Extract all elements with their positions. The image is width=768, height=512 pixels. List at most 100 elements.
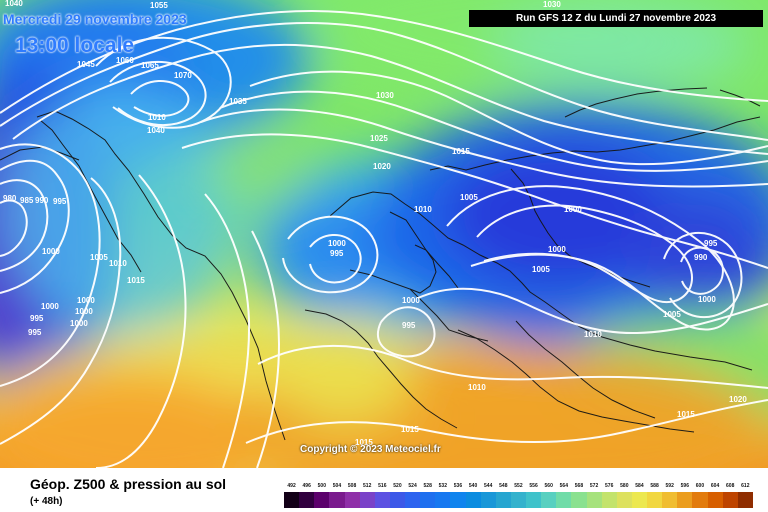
pressure-label: 1000: [698, 295, 716, 304]
scale-label: 580: [620, 483, 629, 489]
pressure-label: 995: [402, 321, 416, 330]
pressure-label: 995: [30, 314, 44, 323]
scale-swatch: [526, 492, 542, 508]
pressure-label: 1015: [127, 276, 145, 285]
scale-label: 500: [317, 483, 326, 489]
scale-label: 612: [741, 483, 750, 489]
pressure-label: 1025: [370, 134, 388, 143]
scale-swatch: [405, 492, 421, 508]
scale-swatch: [556, 492, 572, 508]
pressure-label: 1010: [414, 205, 432, 214]
scale-swatch: [631, 492, 647, 508]
pressure-label: 1005: [532, 265, 550, 274]
pressure-label: 1015: [452, 147, 470, 156]
pressure-label: 1000: [564, 205, 582, 214]
scale-label: 548: [499, 483, 508, 489]
pressure-label: 995: [53, 197, 67, 206]
scale-label: 608: [726, 483, 735, 489]
pressure-label: 1040: [5, 0, 23, 8]
scale-label: 528: [423, 483, 432, 489]
scale-swatch: [495, 492, 511, 508]
pressure-labels: 1040 1055 1045 1060 1065 1070 1035 1010 …: [3, 0, 747, 447]
scale-swatch: [465, 492, 481, 508]
pressure-label: 990: [694, 253, 708, 262]
scale-label: 536: [453, 483, 463, 489]
pressure-label: 1055: [150, 1, 168, 10]
scale-label: 492: [287, 483, 296, 489]
scale-label: 604: [710, 483, 720, 489]
pressure-label: 985: [20, 196, 34, 205]
pressure-label: 1060: [116, 56, 134, 65]
scale-swatch: [601, 492, 617, 508]
scale-label: 516: [378, 483, 387, 489]
scale-swatch: [450, 492, 466, 508]
scale-swatch: [389, 492, 405, 508]
scale-swatch: [662, 492, 678, 508]
pressure-label: 1070: [174, 71, 192, 80]
pressure-label: 1000: [42, 247, 60, 256]
scale-swatch: [737, 492, 753, 508]
pressure-label: 990: [35, 196, 49, 205]
z500-fill: [0, 0, 768, 468]
scale-swatch: [480, 492, 496, 508]
pressure-label: 1000: [77, 296, 95, 305]
scale-label: 584: [635, 483, 644, 489]
scale-label: 572: [589, 483, 599, 489]
scale-swatch: [722, 492, 738, 508]
pressure-label: 1000: [70, 319, 88, 328]
scale-label: 588: [650, 483, 659, 489]
scale-swatch: [541, 492, 557, 508]
scale-swatch: [616, 492, 632, 508]
pressure-label: 1000: [75, 307, 93, 316]
scale-label: 560: [544, 483, 553, 489]
pressure-label: 1010: [148, 113, 166, 122]
scale-swatch: [586, 492, 602, 508]
legend-subtitle: (+ 48h): [30, 496, 63, 507]
scale-swatch: [284, 492, 300, 508]
scale-label: 596: [680, 483, 689, 489]
scale-swatch: [299, 492, 315, 508]
scale-swatch: [314, 492, 330, 508]
scale-label: 592: [665, 483, 674, 489]
pressure-label: 1030: [543, 0, 561, 9]
pressure-label: 1000: [548, 245, 566, 254]
pressure-label: 1065: [141, 61, 159, 70]
scale-label: 512: [363, 483, 372, 489]
pressure-label: 1015: [355, 438, 373, 447]
pressure-label: 995: [28, 328, 42, 337]
scale-swatch: [374, 492, 390, 508]
pressure-label: 1015: [401, 425, 419, 434]
pressure-label: 1030: [376, 91, 394, 100]
scale-label: 508: [347, 483, 357, 489]
pressure-label: 1015: [677, 410, 695, 419]
pressure-label: 1010: [468, 383, 486, 392]
scale-label: 564: [559, 483, 568, 489]
pressure-label: 1040: [147, 126, 165, 135]
scale-label: 504: [332, 483, 342, 489]
scale-label: 600: [695, 483, 705, 489]
isobars: [0, 9, 768, 468]
pressure-label: 1000: [41, 302, 59, 311]
scale-swatch: [647, 492, 663, 508]
pressure-label: 1005: [663, 310, 681, 319]
run-banner: Run GFS 12 Z du Lundi 27 novembre 2023: [469, 10, 763, 27]
pressure-label: 1000: [402, 296, 420, 305]
scale-swatch: [571, 492, 587, 508]
scale-label: 520: [393, 483, 402, 489]
scale-label: 568: [574, 483, 584, 489]
scale-swatch: [344, 492, 360, 508]
scale-label: 576: [605, 483, 614, 489]
pressure-label: 1010: [109, 259, 127, 268]
scale-label: 540: [468, 483, 478, 489]
pressure-label: 1000: [328, 239, 346, 248]
scale-swatch: [359, 492, 375, 508]
legend-area: Géop. Z500 & pression au sol (+ 48h) 492…: [0, 468, 768, 512]
copyright-text: Copyright © 2023 Meteociel.fr: [300, 444, 441, 455]
scale-label: 524: [408, 483, 417, 489]
forecast-date: Mercredi 29 novembre 2023: [3, 11, 187, 27]
pressure-label: 995: [330, 249, 344, 258]
scale-swatch: [510, 492, 526, 508]
scale-swatch: [692, 492, 708, 508]
scale-label: 532: [438, 483, 447, 489]
